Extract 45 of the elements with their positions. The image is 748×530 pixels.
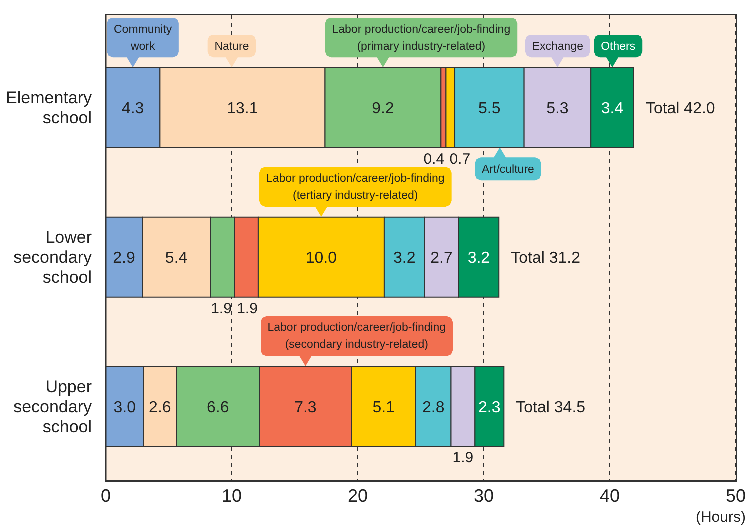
y-tick-label: Lower secondary school — [14, 228, 92, 287]
x-tick-label: 20 — [348, 486, 368, 506]
y-tick-label: Elementary school — [6, 88, 92, 128]
data-label: 2.7 — [430, 250, 454, 267]
x-tick-label: 10 — [222, 486, 242, 506]
series-label: Labor production/career/job-finding (secondary industry-related) — [268, 322, 446, 352]
data-label: 10.0 — [306, 250, 338, 267]
series-label: Labor production/career/job-finding (primary industry-related) — [332, 24, 511, 53]
data-label: 3.2 — [393, 250, 416, 267]
data-label: 1.9 — [237, 300, 258, 318]
data-label: 5.4 — [165, 250, 188, 267]
x-tick-label: 50 — [726, 486, 746, 506]
series-label: Community work — [114, 24, 172, 53]
data-label: 0.7 — [450, 151, 471, 168]
y-tick-label: Upper secondary school — [14, 377, 92, 436]
data-label: 2.3 — [478, 399, 501, 416]
series-label: Art/culture — [482, 164, 534, 176]
data-label: 1.9 — [211, 300, 232, 318]
data-label: 9.2 — [372, 100, 394, 118]
data-label: 3.4 — [601, 100, 624, 118]
data-label: 2.9 — [113, 250, 136, 267]
series-label: Others — [601, 40, 636, 53]
data-label: 2.8 — [422, 399, 445, 416]
series-label: Nature — [214, 40, 250, 53]
series-label: Exchange — [532, 40, 584, 53]
data-label: 3.0 — [114, 399, 136, 416]
x-tick-label: 40 — [600, 486, 620, 506]
data-label: 2.6 — [149, 399, 172, 416]
data-label: 6.6 — [207, 399, 230, 416]
total-label: Total 31.2 — [511, 250, 581, 267]
data-label: 5.3 — [546, 100, 569, 118]
total-label: Total 42.0 — [646, 100, 716, 118]
data-label: 7.3 — [294, 399, 317, 416]
total-label: Total 34.5 — [516, 399, 586, 416]
data-label: 0.4 — [424, 151, 445, 168]
series-label: Labor production/career/job-finding (tertiary industry-related) — [266, 173, 445, 202]
data-label: 1.9 — [452, 450, 474, 467]
data-label: 4.3 — [122, 100, 144, 118]
x-tick-label: 0 — [100, 486, 112, 506]
x-axis-title: (Hours) — [696, 509, 746, 526]
data-label: 13.1 — [227, 100, 258, 118]
x-tick-label: 30 — [474, 486, 494, 506]
data-label: 3.2 — [468, 250, 490, 267]
data-label: 5.1 — [372, 399, 396, 416]
data-label: 5.5 — [478, 100, 501, 118]
